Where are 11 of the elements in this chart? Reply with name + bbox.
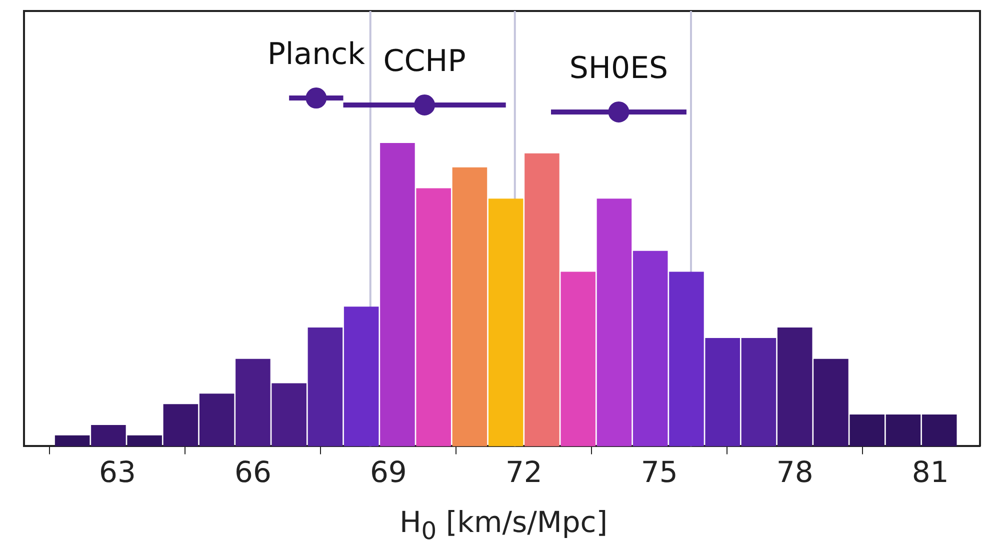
text: Planck [267, 36, 366, 72]
x-tick-label: 63 [99, 455, 136, 490]
x-tick-label: 75 [640, 455, 678, 490]
x-tick-label: 66 [234, 455, 272, 490]
x-axis-title: H$_{0}$ [km/s/Mpc] [398, 505, 609, 545]
x-tick-label: 78 [776, 455, 814, 490]
text: CCHP [383, 44, 466, 79]
x-tick-label: 81 [912, 455, 949, 490]
text: SH0ES [569, 50, 668, 86]
x-tick-label: 72 [505, 455, 542, 490]
x-tick-label: 69 [370, 455, 407, 490]
